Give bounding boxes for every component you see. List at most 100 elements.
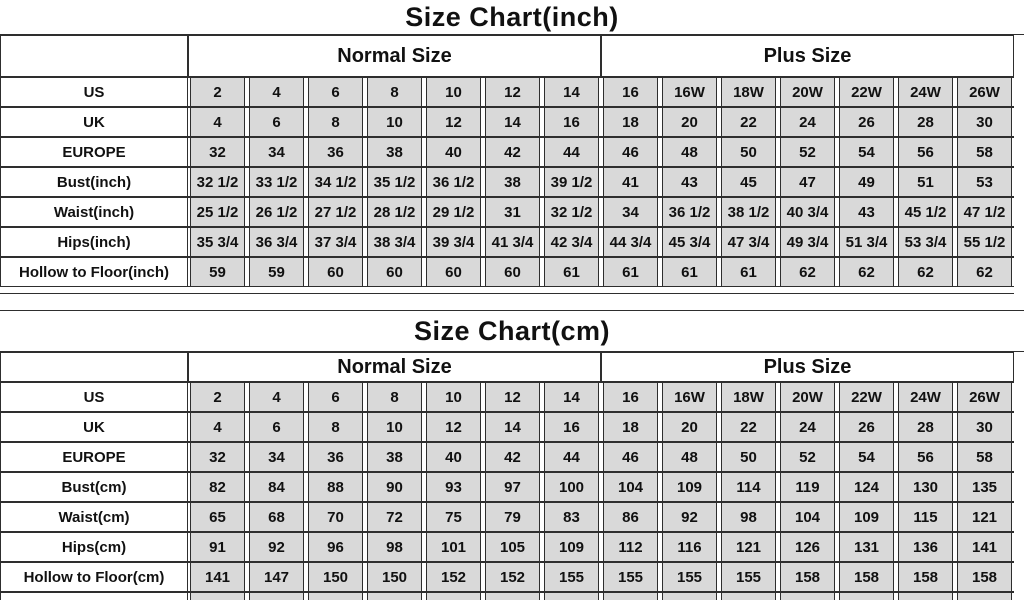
- data-cell: 59: [249, 258, 304, 286]
- data-cell: 39 1/2: [544, 168, 599, 196]
- data-cell-slot: 34: [601, 197, 660, 227]
- data-cell-slot: 6: [306, 77, 365, 107]
- data-cell-slot: 8: [306, 412, 365, 442]
- data-cell: 4: [190, 413, 245, 441]
- data-cell-slot: 45: [719, 167, 778, 197]
- row-label-inch-3: Bust(inch): [0, 167, 188, 197]
- data-cell-slot: 60: [424, 257, 483, 287]
- data-cell-slot: 34: [247, 137, 306, 167]
- data-cell-slot: 16: [542, 107, 601, 137]
- clipped-cell-slot: [306, 592, 365, 600]
- data-cell: 56: [898, 443, 953, 471]
- data-cell-slot: 152: [483, 562, 542, 592]
- data-cell-slot: 100: [542, 472, 601, 502]
- data-cell-slot: 51 3/4: [837, 227, 896, 257]
- data-cell: 12: [485, 383, 540, 411]
- data-cell-slot: 39 3/4: [424, 227, 483, 257]
- data-cell: 48: [662, 443, 717, 471]
- data-cell-slot: 49 3/4: [778, 227, 837, 257]
- data-cell: 54: [839, 138, 894, 166]
- data-cell-slot: 126: [778, 532, 837, 562]
- data-cell-slot: 22: [719, 412, 778, 442]
- row-label-cm-5: Hips(cm): [0, 532, 188, 562]
- data-cell: 43: [662, 168, 717, 196]
- clipped-cell-slot: [896, 592, 955, 600]
- data-cell-slot: 26 1/2: [247, 197, 306, 227]
- data-cell: 32: [190, 443, 245, 471]
- data-cell: 42: [485, 443, 540, 471]
- data-cell-slot: 96: [306, 532, 365, 562]
- data-cell: 30: [957, 413, 1013, 441]
- data-cell: 121: [957, 503, 1013, 531]
- data-cell: 38: [367, 138, 422, 166]
- data-cell-slot: 75: [424, 502, 483, 532]
- corner-cell-inch: [0, 35, 188, 77]
- data-cell-slot: 12: [424, 107, 483, 137]
- data-cell: 58: [957, 443, 1013, 471]
- data-cell: 35 1/2: [367, 168, 422, 196]
- data-cell-slot: 2: [188, 77, 247, 107]
- data-cell-slot: 92: [247, 532, 306, 562]
- data-cell: 36: [308, 138, 363, 166]
- data-cell: 4: [249, 383, 304, 411]
- data-cell-slot: 155: [601, 562, 660, 592]
- data-cell-slot: 14: [483, 107, 542, 137]
- clipped-cell: [249, 593, 304, 600]
- data-cell-slot: 30: [955, 412, 1015, 442]
- data-cell-slot: 59: [188, 257, 247, 287]
- data-cell: 65: [190, 503, 245, 531]
- data-cell: 70: [308, 503, 363, 531]
- data-cell-slot: 14: [542, 382, 601, 412]
- data-cell: 91: [190, 533, 245, 561]
- data-cell-slot: 39 1/2: [542, 167, 601, 197]
- data-cell-slot: 121: [955, 502, 1015, 532]
- data-cell: 61: [544, 258, 599, 286]
- data-cell: 20: [662, 108, 717, 136]
- table-row: UK 4 6 8 10 12 14 16 18 20 22 24 26 28 30: [0, 412, 1015, 442]
- data-cell: 62: [898, 258, 953, 286]
- data-cell-slot: 22: [719, 107, 778, 137]
- data-cell: 155: [662, 563, 717, 591]
- data-cell: 44: [544, 443, 599, 471]
- data-cell: 116: [662, 533, 717, 561]
- data-cell-slot: 84: [247, 472, 306, 502]
- normal-size-header-cm: Normal Size: [188, 352, 601, 382]
- data-cell: 22W: [839, 78, 894, 106]
- row-label-cm-6: Hollow to Floor(cm): [0, 562, 188, 592]
- data-cell: 131: [839, 533, 894, 561]
- clipped-cell: [780, 593, 835, 600]
- data-cell: 60: [485, 258, 540, 286]
- data-cell-slot: 109: [837, 502, 896, 532]
- data-cell: 147: [249, 563, 304, 591]
- data-cell-slot: 14: [483, 412, 542, 442]
- data-cell-slot: 65: [188, 502, 247, 532]
- data-cell: 101: [426, 533, 481, 561]
- data-cell-slot: 4: [247, 77, 306, 107]
- data-cell: 155: [544, 563, 599, 591]
- data-cell: 55 1/2: [957, 228, 1013, 256]
- data-cell-slot: 18W: [719, 77, 778, 107]
- clipped-cell: [308, 593, 363, 600]
- data-cell-slot: 155: [719, 562, 778, 592]
- data-cell-slot: 131: [837, 532, 896, 562]
- data-cell-slot: 45 3/4: [660, 227, 719, 257]
- data-cell: 105: [485, 533, 540, 561]
- data-cell: 12: [485, 78, 540, 106]
- data-cell-slot: 43: [660, 167, 719, 197]
- data-cell: 10: [367, 413, 422, 441]
- plus-size-header-cm: Plus Size: [601, 352, 1015, 382]
- data-cell-slot: 101: [424, 532, 483, 562]
- data-cell-slot: 61: [542, 257, 601, 287]
- data-cell: 12: [426, 108, 481, 136]
- data-cell-slot: 26: [837, 412, 896, 442]
- data-cell-slot: 79: [483, 502, 542, 532]
- data-cell-slot: 16W: [660, 77, 719, 107]
- data-cell-slot: 29 1/2: [424, 197, 483, 227]
- data-cell: 22W: [839, 383, 894, 411]
- data-cell-slot: 10: [424, 382, 483, 412]
- clipped-cell-slot: [778, 592, 837, 600]
- data-cell-slot: 136: [896, 532, 955, 562]
- data-cell-slot: 36 1/2: [424, 167, 483, 197]
- data-cell: 28 1/2: [367, 198, 422, 226]
- data-cell: 104: [780, 503, 835, 531]
